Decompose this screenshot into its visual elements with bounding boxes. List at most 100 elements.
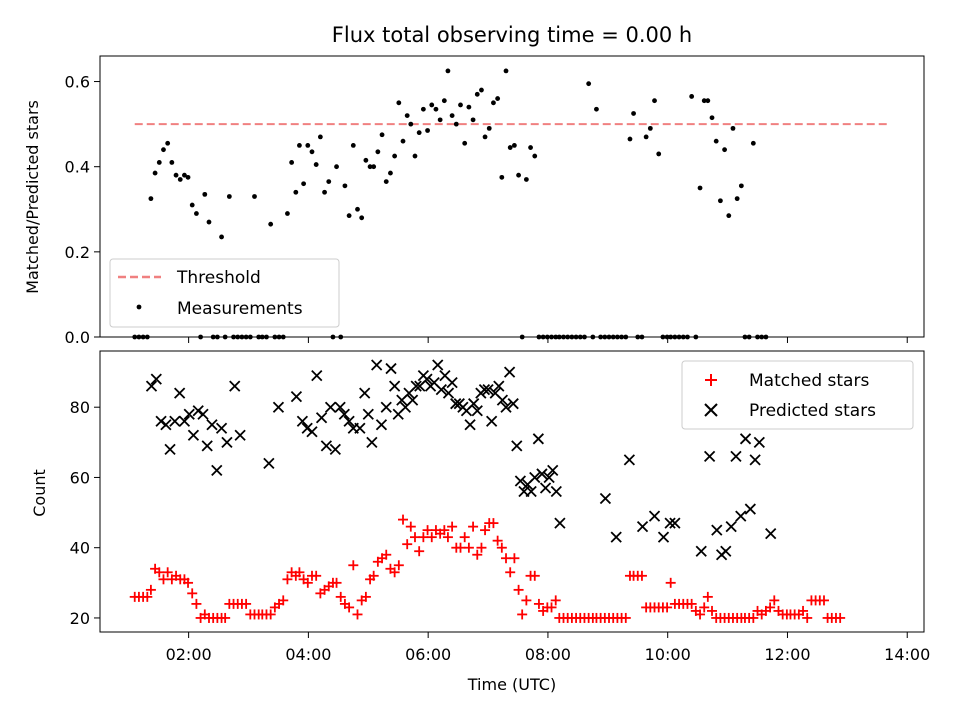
matched-star-point (636, 570, 647, 581)
predicted-star-point (525, 485, 537, 498)
matched-star-point (191, 598, 202, 609)
predicted-star-point (464, 419, 476, 431)
predicted-star-point (263, 457, 275, 470)
measurement-point (631, 111, 636, 116)
matched-star-point (662, 602, 673, 613)
measurement-point (173, 172, 179, 178)
matched-star-point (145, 584, 156, 595)
predicted-star-point (536, 468, 548, 480)
measurement-point (206, 219, 212, 225)
predicted-star-point (206, 419, 218, 431)
predicted-star-point (529, 471, 541, 484)
chart-title: Flux total observing time = 0.00 h (332, 23, 692, 47)
matched-star-point (348, 560, 359, 571)
measurement-point (355, 206, 360, 212)
matched-star-point (492, 535, 503, 546)
measurement-point (194, 211, 199, 216)
matched-star-point (665, 577, 676, 588)
predicted-star-point (380, 401, 392, 413)
predicted-star-point (749, 454, 761, 466)
measurement-point (182, 172, 187, 178)
predicted-star-point (507, 398, 519, 410)
legend-measurements-label: Measurements (177, 299, 303, 319)
matched-star-point (488, 518, 499, 529)
measurement-point (652, 98, 657, 104)
predicted-star-point (610, 531, 622, 543)
bottom-xtick-label: 14:00 (884, 645, 930, 664)
matched-star-point (509, 553, 520, 564)
top-ytick-label: 0.6 (65, 73, 90, 92)
predicted-star-point (388, 380, 401, 392)
matched-star-point (707, 605, 718, 616)
measurement-point (647, 125, 653, 131)
measurement-point (416, 130, 422, 136)
measurement-point (313, 162, 319, 167)
measurement-point (396, 100, 402, 106)
matched-star-point (550, 595, 561, 606)
predicted-star-point (306, 426, 318, 438)
measurement-point (400, 138, 406, 144)
measurement-point (523, 177, 529, 182)
predicted-star-point (446, 376, 458, 389)
measurement-point (185, 174, 191, 180)
matched-star-point (620, 612, 631, 623)
predicted-star-point (311, 369, 323, 382)
measurement-point (453, 121, 459, 127)
measurement-point (309, 149, 315, 155)
legend-matched-label: Matched stars (749, 371, 869, 391)
predicted-star-point (385, 362, 397, 375)
measurement-point (289, 160, 295, 165)
matched-star-point (158, 574, 169, 585)
predicted-star-point (160, 419, 172, 431)
matched-stars-series (129, 514, 846, 623)
matched-star-point (360, 591, 371, 602)
predicted-star-point (296, 415, 309, 427)
predicted-star-point (482, 384, 494, 396)
matched-star-point (439, 525, 450, 536)
measurement-point (404, 113, 410, 119)
measurement-point (317, 134, 323, 140)
measurement-point (392, 153, 398, 159)
matched-star-point (241, 598, 252, 609)
predicted-stars-series (145, 359, 777, 561)
predicted-star-point (514, 475, 527, 487)
predicted-star-point (550, 485, 562, 498)
bottom-ytick-label: 80 (70, 398, 90, 417)
matched-star-point (389, 567, 400, 578)
measurement-point (363, 157, 369, 163)
measurement-point (252, 194, 257, 199)
predicted-star-point (178, 415, 191, 427)
legend-predicted-label: Predicted stars (749, 401, 876, 421)
matched-star-point (501, 553, 512, 564)
predicted-star-point (324, 401, 337, 413)
matched-star-point (468, 521, 479, 532)
matched-star-point (220, 612, 231, 623)
matched-star-point (352, 609, 363, 620)
bottom-xtick-label: 10:00 (645, 645, 691, 664)
predicted-star-point (150, 373, 162, 385)
matched-star-point (798, 605, 809, 616)
top-y-axis-label: Matched/Predicted stars (23, 100, 42, 294)
measurement-point (486, 125, 492, 131)
legend-threshold-label: Threshold (176, 268, 261, 288)
matched-star-point (294, 567, 305, 578)
predicted-star-point (362, 408, 374, 420)
bottom-xtick-label: 04:00 (285, 645, 331, 664)
measurement-point (148, 196, 154, 202)
legend-matched-swatch (705, 374, 717, 386)
predicted-star-point (221, 436, 233, 448)
predicted-star-point (496, 394, 509, 406)
measurement-point (301, 181, 307, 187)
predicted-star-point (730, 450, 742, 463)
measurement-point (495, 96, 501, 101)
measurement-point (516, 172, 521, 178)
measurement-point (734, 196, 740, 202)
measurement-point (379, 132, 385, 138)
predicted-star-point (187, 429, 200, 441)
bottom-legend-box (681, 360, 914, 430)
predicted-star-point (478, 384, 491, 396)
matched-star-point (368, 570, 379, 581)
measurement-point (511, 143, 517, 148)
predicted-star-point (468, 398, 480, 410)
